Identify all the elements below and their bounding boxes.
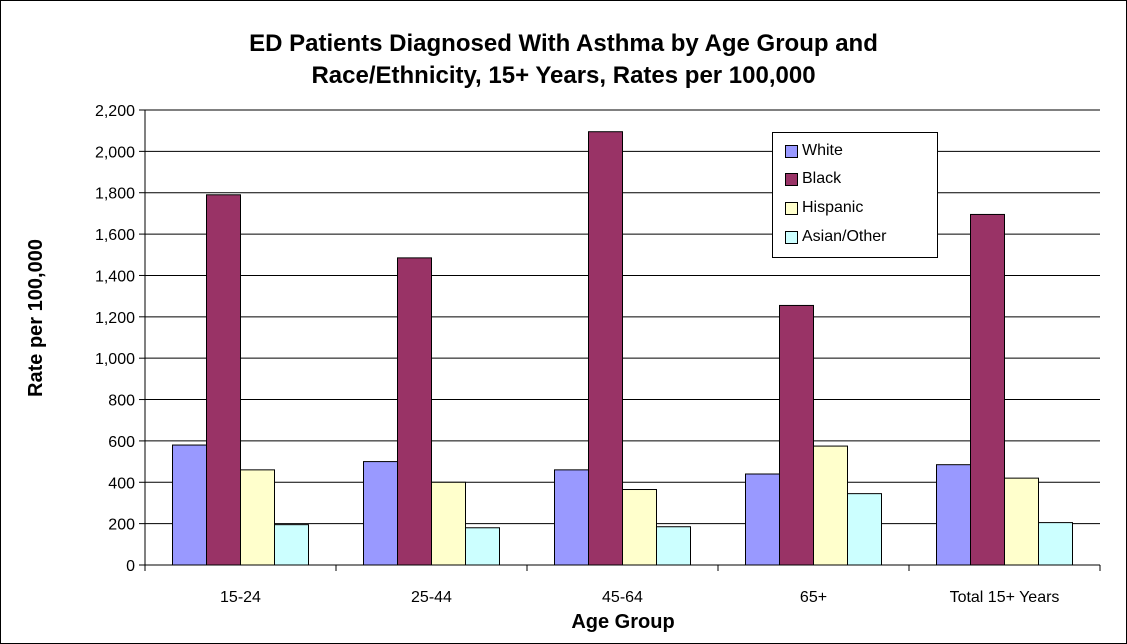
bar-asian-other-25-44 (465, 527, 500, 566)
x-tick-label: 65+ (800, 589, 827, 606)
y-tick-label: 1,800 (95, 186, 135, 203)
bar-hispanic-25-44 (431, 481, 466, 566)
bar-white-45-64 (554, 469, 589, 566)
legend-item-asian-other: Asian/Other (785, 227, 886, 247)
chart-title-line1: ED Patients Diagnosed With Asthma by Age… (249, 30, 878, 57)
bar-white-15-24 (172, 444, 207, 566)
x-tick-label: Total 15+ Years (950, 589, 1060, 606)
bar-black-total-15-years (970, 213, 1005, 566)
y-tick-label: 600 (108, 434, 135, 451)
bar-black-25-44 (397, 257, 432, 566)
bar-black-15-24 (206, 194, 241, 566)
bar-asian-other-15-24 (274, 524, 309, 566)
bar-hispanic-45-64 (622, 489, 657, 566)
chart-title-line2: Race/Ethnicity, 15+ Years, Rates per 100… (311, 62, 816, 89)
y-tick-label: 400 (108, 475, 135, 492)
x-tick-labels: 15-24 25-44 45-64 65+ Total 15+ Years (220, 589, 1059, 606)
bar-hispanic-15-24 (240, 469, 275, 566)
x-tick-label: 25-44 (411, 589, 452, 606)
legend-label-white: White (802, 142, 843, 159)
axes (139, 109, 1101, 571)
bar-black-65- (779, 304, 814, 566)
legend-item-black: Black (785, 169, 841, 189)
legend-swatch-asian-other (785, 230, 798, 244)
y-axis-title: Rate per 100,000 (25, 239, 47, 397)
legend-swatch-black (785, 172, 798, 186)
bar-white-25-44 (363, 461, 398, 566)
y-tick-label: 800 (108, 393, 135, 410)
bars (172, 131, 1073, 566)
legend-swatch-white (785, 144, 798, 158)
y-tick-label: 0 (126, 558, 135, 575)
x-axis-title: Age Group (571, 611, 674, 633)
bar-white-total-15-years (936, 464, 971, 566)
legend-label-hispanic: Hispanic (802, 199, 864, 216)
y-tick-label: 1,200 (95, 310, 135, 327)
bar-hispanic-65- (813, 445, 848, 566)
chart-title: ED Patients Diagnosed With Asthma by Age… (0, 28, 1127, 92)
bar-asian-other-45-64 (656, 526, 691, 566)
y-tick-label: 200 (108, 517, 135, 534)
legend-swatch-hispanic (785, 201, 798, 215)
bar-white-65- (745, 473, 780, 566)
legend-label-black: Black (802, 170, 842, 187)
y-tick-label: 2,200 (95, 103, 135, 120)
bar-asian-other-65- (847, 493, 882, 566)
legend-item-white: White (785, 141, 843, 161)
y-tick-label: 1,600 (95, 227, 135, 244)
x-tick-label: 45-64 (602, 589, 643, 606)
y-tick-label: 1,400 (95, 268, 135, 285)
legend: White Black Hispanic Asian/Other (772, 132, 938, 258)
x-tick-label: 15-24 (220, 589, 261, 606)
bar-asian-other-total-15-years (1038, 522, 1073, 566)
bar-black-45-64 (588, 131, 623, 566)
legend-label-asian-other: Asian/Other (802, 228, 887, 245)
bar-hispanic-total-15-years (1004, 477, 1039, 566)
y-tick-labels: 0 200 400 600 800 1,000 1,200 1,400 1,600 1,800 2,… (95, 103, 135, 575)
y-tick-label: 2,000 (95, 144, 135, 161)
y-tick-label: 1,000 (95, 351, 135, 368)
legend-item-hispanic: Hispanic (785, 198, 863, 218)
